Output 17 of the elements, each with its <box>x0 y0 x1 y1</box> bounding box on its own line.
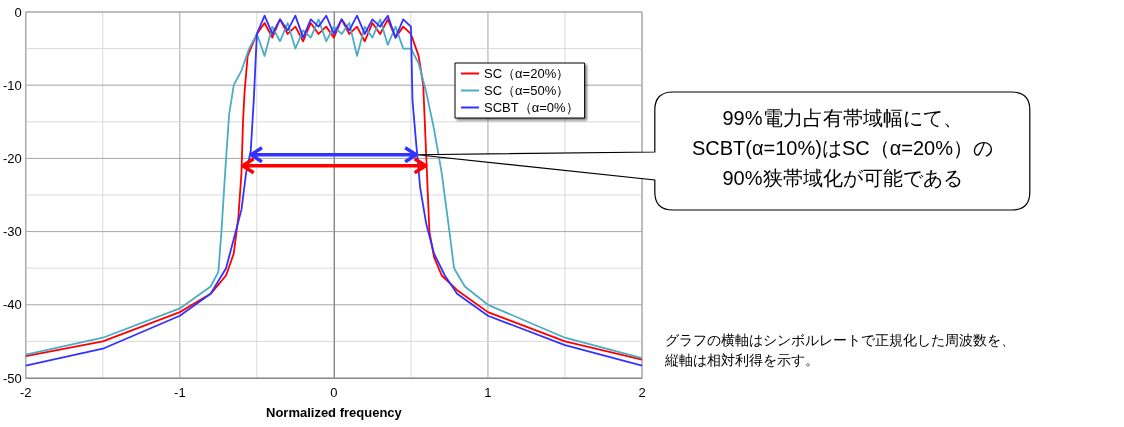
x-tick-label: 0 <box>330 385 338 400</box>
y-tick-label: -40 <box>2 297 22 313</box>
x-tick-label: -2 <box>20 385 32 400</box>
y-tick-label: 0 <box>14 4 22 20</box>
legend-label: SCBT（α=0%） <box>484 100 579 115</box>
x-axis-title: Normalized frequency <box>265 405 403 420</box>
y-tick-label: -30 <box>2 224 22 240</box>
x-tick-label: -1 <box>174 385 186 400</box>
x-tick-label: 1 <box>484 385 492 400</box>
legend-label: SC（α=20%） <box>484 66 570 81</box>
legend-label: SC（α=50%） <box>484 83 570 98</box>
text: グラフの横軸はシンボルレートで正規化した周波数を、縦軸は相対利得を示す。 <box>664 332 1015 368</box>
text: 99%電力占有帯域幅にて、 SCBT(α=10%)はSC（α=20%）の 90%狭帯域化が可能である <box>691 106 994 191</box>
y-tick-label: -10 <box>2 77 22 93</box>
y-tick-label: -50 <box>2 370 22 386</box>
x-tick-label: 2 <box>638 385 646 400</box>
y-tick-label: -20 <box>2 150 22 166</box>
